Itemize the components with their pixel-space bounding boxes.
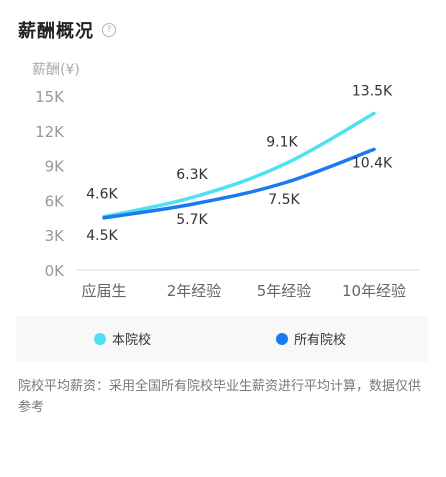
card-header: 薪酬概况 ? [18,14,116,46]
help-icon[interactable]: ? [102,23,116,37]
y-tick-label: 12K [35,123,65,141]
y-axis-label: 薪酬(¥) [32,62,80,78]
series-group [102,111,376,220]
y-tick-label: 3K [45,227,66,245]
x-tick-label: 10年经验 [342,282,406,300]
salary-line-chart: 薪酬(¥) 0K 3K 6K 9K 12K 15K 应届生 2年经验 5年经验 10年经验 4.… [32,62,420,300]
footnote: 院校平均薪资：采用全国所有院校毕业生薪资进行平均计算，数据仅供参考 [18,379,422,415]
data-label: 4.6K [86,187,118,203]
data-label: 4.5K [86,228,118,244]
x-tick-label: 5年经验 [257,282,312,300]
y-tick-label: 15K [35,88,65,106]
legend-dot-this-school [94,332,106,345]
data-label: 5.7K [176,212,208,228]
y-tick-label: 6K [45,192,66,210]
data-label: 6.3K [176,167,208,183]
data-labels: 4.6K 6.3K 9.1K 13.5K 4.5K 5.7K 7.5K 10.4K [86,83,393,243]
series-line-1 [102,147,376,220]
x-tick-label: 2年经验 [167,282,222,300]
data-label: 7.5K [268,192,300,208]
legend-item-all-schools: 所有院校 [276,329,346,348]
data-label: 13.5K [352,83,393,99]
legend-label-all-schools: 所有院校 [294,333,347,348]
data-label: 10.4K [352,155,393,171]
y-axis-ticks: 0K 3K 6K 9K 12K 15K [35,88,65,280]
legend-dot-all-schools [276,332,288,345]
data-label: 9.1K [266,134,298,150]
card-title: 薪酬概况 [18,21,94,42]
x-axis-ticks: 应届生 2年经验 5年经验 10年经验 [81,282,406,300]
series-line-0 [102,111,376,219]
legend-item-this-school: 本院校 [94,329,151,348]
y-tick-label: 9K [45,158,66,176]
x-tick-label: 应届生 [81,282,126,300]
legend: 本院校 所有院校 [16,316,428,362]
legend-label-this-school: 本院校 [112,333,152,348]
y-tick-label: 0K [45,262,66,280]
